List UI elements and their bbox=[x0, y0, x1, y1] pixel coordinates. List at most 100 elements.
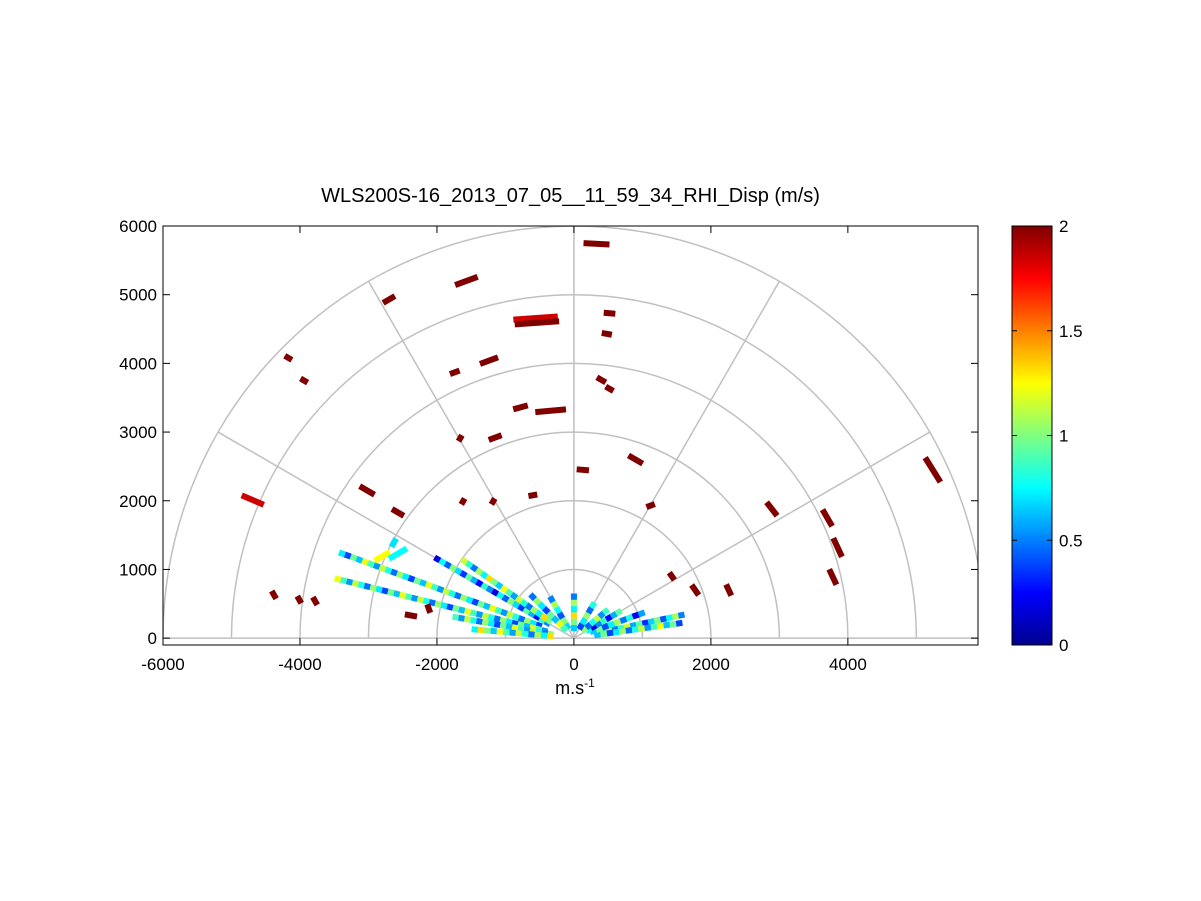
data-segment bbox=[626, 452, 645, 467]
axis-ticks: -6000 -4000 -2000 0 2000 4000 0 1000 2000 3000 400… bbox=[119, 217, 978, 674]
data-segment bbox=[826, 567, 840, 587]
beam-gate bbox=[454, 567, 463, 576]
beam-gate bbox=[600, 630, 608, 638]
data-segment bbox=[358, 483, 377, 498]
beam-gate bbox=[349, 553, 358, 562]
beam-gate bbox=[505, 618, 513, 626]
beam-gate bbox=[366, 560, 375, 568]
beam-gate bbox=[517, 621, 525, 629]
beam-gate bbox=[637, 609, 646, 618]
beam-gate bbox=[475, 579, 484, 588]
beam-gate bbox=[547, 594, 556, 604]
beam-gate bbox=[594, 619, 603, 628]
data-segment bbox=[513, 313, 558, 323]
beam-gate bbox=[546, 610, 556, 620]
data-segment bbox=[294, 594, 304, 605]
data-segment bbox=[922, 456, 943, 484]
x-tick-label: -4000 bbox=[278, 655, 321, 674]
beam-gate bbox=[475, 617, 483, 625]
beam-gate bbox=[544, 616, 554, 625]
beam-gate bbox=[556, 611, 566, 620]
beam-gate bbox=[448, 589, 456, 598]
data-segment bbox=[455, 433, 465, 443]
beam-gate bbox=[528, 631, 535, 638]
beam-gate bbox=[519, 598, 529, 608]
beam-gate bbox=[471, 626, 479, 633]
beam-gate bbox=[410, 594, 419, 602]
beam-gate bbox=[623, 623, 631, 631]
beam-gate bbox=[502, 628, 510, 636]
beam-gate bbox=[387, 588, 395, 596]
data-segment bbox=[424, 603, 434, 614]
beam-gate bbox=[361, 558, 370, 566]
beam-gate bbox=[604, 613, 613, 623]
beam-gate bbox=[469, 616, 477, 624]
beam-gate bbox=[579, 617, 588, 626]
data-segment bbox=[310, 595, 320, 607]
beam-gate bbox=[499, 584, 509, 594]
beam-gate bbox=[434, 600, 442, 608]
data-segment bbox=[381, 293, 397, 306]
x-tick-label: 0 bbox=[569, 655, 578, 674]
data-segment bbox=[512, 402, 529, 413]
data-segment bbox=[514, 318, 560, 328]
beam-gate bbox=[550, 600, 559, 609]
data-segment bbox=[764, 500, 780, 518]
beam-gate bbox=[440, 601, 448, 610]
colorbar-tick-label: 1 bbox=[1059, 427, 1068, 446]
beam-gate bbox=[375, 585, 383, 594]
beam-gate bbox=[579, 625, 589, 634]
beam-gate bbox=[537, 601, 547, 611]
beam-gate bbox=[629, 621, 637, 630]
data-segment bbox=[372, 549, 392, 564]
data-segment bbox=[535, 406, 567, 416]
beam-gate bbox=[463, 615, 471, 623]
beam-gate bbox=[614, 608, 623, 617]
beam-gate bbox=[534, 631, 542, 639]
data-segment bbox=[283, 353, 294, 363]
axes-box bbox=[162, 225, 979, 646]
x-axis-label-sup: -1 bbox=[584, 676, 595, 690]
beam-gate bbox=[496, 628, 504, 635]
beam-gate bbox=[511, 619, 519, 628]
beam-gate bbox=[532, 596, 542, 606]
beam-gate bbox=[345, 578, 354, 586]
beam-gate bbox=[522, 606, 531, 615]
beam-gate bbox=[595, 625, 604, 633]
beam-gate bbox=[481, 612, 490, 620]
beam-gate bbox=[343, 551, 352, 560]
beam-gate bbox=[601, 607, 610, 616]
beam-gate bbox=[485, 585, 494, 594]
data-segment bbox=[478, 354, 500, 367]
beam-gate bbox=[559, 624, 569, 633]
beam-gate bbox=[474, 567, 484, 576]
beam-gate bbox=[509, 629, 516, 637]
beam-gate bbox=[390, 568, 398, 577]
beam-gate bbox=[480, 582, 489, 591]
beam-gate bbox=[641, 619, 649, 627]
beam-gate bbox=[521, 630, 529, 638]
beam-gate bbox=[477, 626, 485, 634]
beam-gate bbox=[490, 588, 500, 597]
beam-gate bbox=[424, 581, 433, 590]
x-tick-label: 4000 bbox=[829, 655, 867, 674]
colorbar-tick-label: 1.5 bbox=[1059, 322, 1083, 341]
beam-gate bbox=[617, 624, 625, 632]
beam-gate bbox=[619, 616, 628, 624]
beam-gate bbox=[483, 627, 491, 634]
radial-line bbox=[573, 431, 931, 639]
beam-gate bbox=[612, 628, 620, 636]
chart-title: WLS200S-16_2013_07_05__11_59_34_RHI_Disp… bbox=[321, 185, 820, 207]
beam-gate bbox=[453, 591, 462, 600]
beam-gate bbox=[584, 621, 593, 631]
y-tick-label: 6000 bbox=[119, 217, 157, 236]
data-segment bbox=[488, 496, 498, 506]
data-segment bbox=[689, 583, 702, 597]
beam-gate bbox=[464, 560, 474, 569]
beam-gate bbox=[489, 577, 499, 587]
x-axis-label: m.s-1 bbox=[520, 676, 630, 699]
data-segment bbox=[404, 611, 418, 620]
beam-gate bbox=[442, 587, 451, 596]
beam-gate bbox=[528, 592, 538, 602]
